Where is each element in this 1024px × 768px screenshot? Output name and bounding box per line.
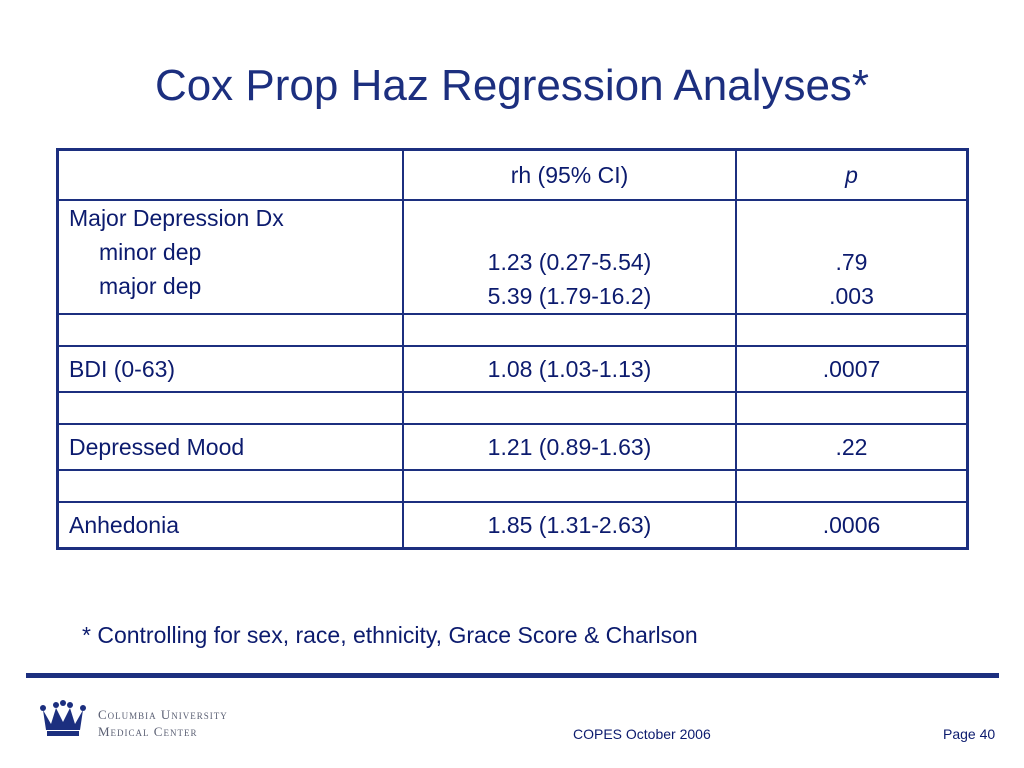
table-row-anhedonia: Anhedonia 1.85 (1.31-2.63) .0006 [56,501,969,550]
footer-divider [26,673,999,678]
table-row-depressed-mood: Depressed Mood 1.21 (0.89-1.63) .22 [56,423,969,471]
footnote: * Controlling for sex, race, ethnicity, … [82,622,698,648]
spacer-cell [735,469,969,503]
row-label: Depressed Mood [56,423,404,471]
spacer-cell [56,391,404,425]
crown-icon [40,700,86,743]
minor-dep-ci: 1.23 (0.27-5.54) [487,249,652,275]
header-p-label: p [845,161,858,188]
spacer-cell [735,313,969,347]
row-p: .0007 [735,345,969,393]
minor-dep-label: minor dep [99,239,202,265]
spacer-row [56,469,969,503]
minor-dep-p: .79 [835,249,868,275]
spacer-cell [402,313,737,347]
spacer-row [56,391,969,425]
header-ci-cell: rh (95% CI) [402,148,737,201]
table-row-bdi: BDI (0-63) 1.08 (1.03-1.13) .0007 [56,345,969,393]
row-p: .22 [735,423,969,471]
slide-title: Cox Prop Haz Regression Analyses* [154,61,870,110]
spacer-cell [402,469,737,503]
row-p: .0006 [735,501,969,550]
table-header-row: rh (95% CI) p [56,148,969,201]
row-label: Anhedonia [56,501,404,550]
row-label: BDI (0-63) [56,345,404,393]
table-row-major-depression: Major Depression Dx minor dep major dep … [56,199,969,315]
row-ci: 1.08 (1.03-1.13) [402,345,737,393]
header-p-cell: p [735,148,969,201]
spacer-row [56,313,969,347]
major-dep-heading: Major Depression Dx [69,205,284,231]
page-number: Page 40 [943,726,996,742]
results-table: rh (95% CI) p Major Depression Dx minor … [56,148,969,550]
major-dep-ci: 5.39 (1.79-16.2) [487,283,652,309]
major-dep-label-cell: Major Depression Dx minor dep major dep [56,199,404,315]
major-dep-label: major dep [99,273,202,299]
spacer-cell [735,391,969,425]
institution-line-1: Columbia University [98,707,228,722]
footer-event: COPES October 2006 [573,726,711,742]
spacer-cell [56,313,404,347]
major-dep-ci-cell: 1.23 (0.27-5.54) 5.39 (1.79-16.2) [402,199,737,315]
spacer-cell [402,391,737,425]
institution-name: Columbia University Medical Center [98,706,228,740]
institution-line-2: Medical Center [98,724,198,739]
row-ci: 1.85 (1.31-2.63) [402,501,737,550]
spacer-cell [56,469,404,503]
header-blank-cell [56,148,404,201]
major-dep-p-cell: .79 .003 [735,199,969,315]
major-dep-p: .003 [829,283,874,309]
row-ci: 1.21 (0.89-1.63) [402,423,737,471]
